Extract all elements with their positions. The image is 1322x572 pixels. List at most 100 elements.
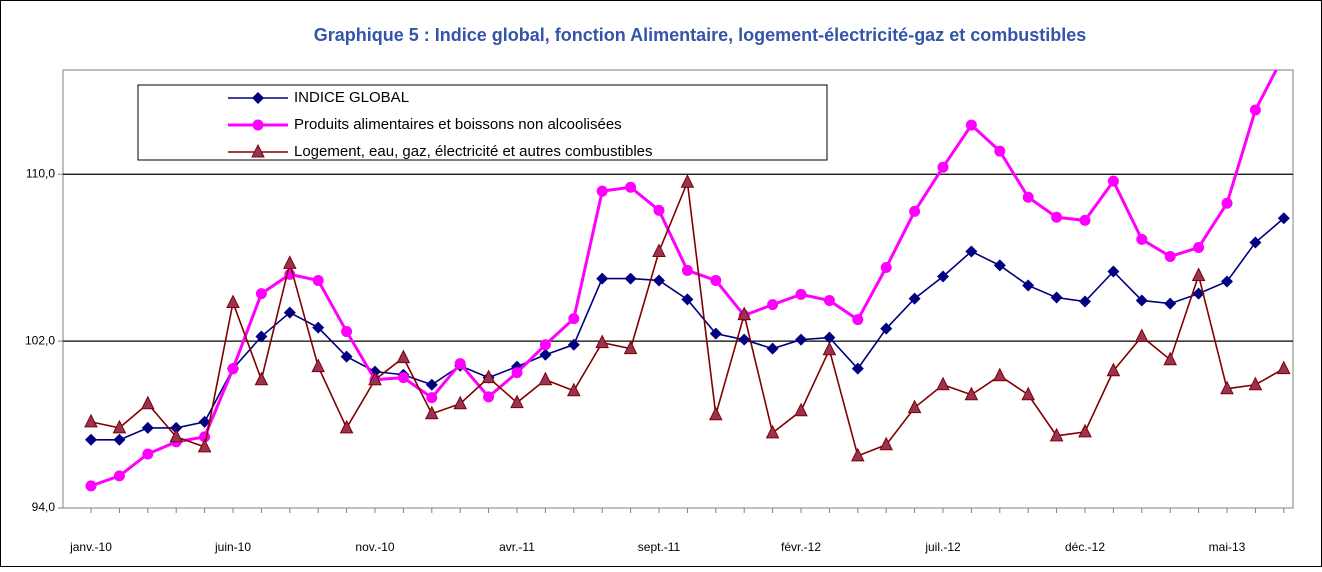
marker bbox=[142, 448, 154, 460]
marker bbox=[339, 419, 354, 434]
marker bbox=[964, 386, 979, 401]
marker bbox=[708, 406, 723, 421]
marker bbox=[623, 340, 638, 355]
marker bbox=[738, 333, 751, 346]
marker bbox=[908, 292, 921, 305]
marker bbox=[1163, 351, 1178, 366]
marker bbox=[340, 350, 353, 363]
marker bbox=[937, 270, 949, 283]
marker bbox=[993, 259, 1006, 272]
marker bbox=[852, 314, 864, 326]
marker bbox=[909, 205, 921, 217]
marker bbox=[794, 402, 808, 417]
marker bbox=[453, 395, 468, 410]
marker bbox=[198, 415, 211, 428]
marker bbox=[880, 262, 892, 274]
marker bbox=[937, 161, 949, 173]
marker bbox=[539, 339, 551, 351]
marker bbox=[1220, 380, 1234, 395]
marker bbox=[397, 372, 409, 384]
marker bbox=[1136, 233, 1148, 245]
marker bbox=[85, 433, 97, 446]
marker bbox=[1078, 423, 1092, 438]
marker bbox=[965, 245, 978, 258]
x-tick-label: avr.-11 bbox=[499, 540, 535, 554]
marker bbox=[709, 327, 722, 340]
marker bbox=[252, 92, 264, 104]
marker bbox=[283, 306, 296, 319]
marker bbox=[566, 382, 581, 397]
marker bbox=[85, 480, 97, 492]
marker bbox=[994, 145, 1006, 157]
marker bbox=[169, 428, 184, 443]
plot-area bbox=[62, 69, 1294, 509]
marker bbox=[251, 143, 265, 158]
marker bbox=[255, 288, 267, 300]
marker bbox=[454, 358, 466, 370]
y-tick-label: 94,0 bbox=[32, 500, 56, 514]
marker bbox=[795, 288, 807, 300]
marker bbox=[426, 392, 438, 404]
x-tick-label: nov.-10 bbox=[355, 540, 394, 554]
marker bbox=[710, 274, 722, 286]
x-tick-label: sept.-11 bbox=[638, 540, 681, 554]
marker bbox=[823, 331, 836, 344]
x-tick-label: juil.-12 bbox=[924, 540, 961, 554]
marker bbox=[1079, 295, 1091, 308]
marker bbox=[227, 363, 239, 375]
marker bbox=[765, 424, 780, 439]
marker bbox=[1021, 386, 1036, 401]
marker bbox=[1277, 212, 1290, 225]
marker bbox=[767, 299, 779, 311]
marker bbox=[282, 255, 297, 269]
marker bbox=[311, 358, 326, 373]
marker bbox=[538, 371, 553, 386]
marker bbox=[567, 338, 580, 351]
x-tick-label: févr.-12 bbox=[781, 540, 821, 554]
marker bbox=[652, 243, 666, 257]
x-tick-label: juin-10 bbox=[214, 540, 251, 554]
marker bbox=[511, 367, 523, 379]
x-tick-label: janv.-10 bbox=[69, 540, 112, 554]
marker bbox=[936, 376, 950, 391]
marker bbox=[396, 349, 411, 364]
marker bbox=[1249, 104, 1261, 116]
marker bbox=[1191, 267, 1206, 281]
legend-label: Logement, eau, gaz, électricité et autre… bbox=[294, 143, 653, 160]
marker bbox=[879, 436, 894, 451]
marker bbox=[596, 185, 608, 197]
x-tick-label: mai-13 bbox=[1209, 540, 1246, 554]
marker bbox=[140, 395, 155, 410]
marker bbox=[1221, 275, 1233, 288]
marker bbox=[992, 367, 1007, 382]
marker bbox=[170, 421, 183, 434]
marker bbox=[312, 274, 324, 286]
marker bbox=[595, 334, 610, 349]
marker bbox=[1106, 362, 1121, 377]
marker bbox=[481, 369, 496, 384]
marker bbox=[737, 306, 752, 321]
marker bbox=[1051, 211, 1063, 223]
marker bbox=[112, 419, 127, 434]
marker bbox=[1135, 294, 1148, 307]
marker bbox=[681, 293, 694, 306]
marker bbox=[822, 341, 837, 356]
marker bbox=[1134, 328, 1149, 343]
marker bbox=[1079, 214, 1091, 226]
marker bbox=[141, 421, 154, 434]
marker bbox=[368, 371, 382, 386]
marker bbox=[596, 272, 609, 285]
marker bbox=[1022, 191, 1034, 203]
marker bbox=[766, 342, 779, 355]
legend-label: Produits alimentaires et boissons non al… bbox=[294, 116, 622, 133]
legend-label: INDICE GLOBAL bbox=[294, 89, 409, 106]
marker bbox=[341, 326, 353, 338]
marker bbox=[539, 348, 552, 361]
marker bbox=[680, 174, 695, 188]
marker bbox=[851, 362, 864, 375]
marker bbox=[880, 322, 893, 335]
x-tick-label: déc.-12 bbox=[1065, 540, 1105, 554]
marker bbox=[254, 371, 269, 386]
marker bbox=[197, 438, 212, 453]
